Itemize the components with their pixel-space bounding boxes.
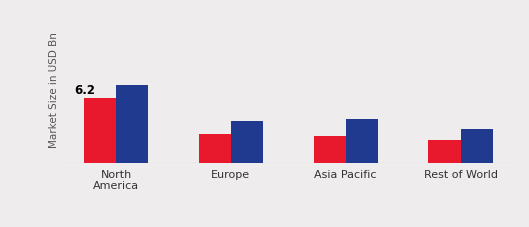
Bar (461, 130, 492, 163)
Bar (199, 134, 231, 163)
Text: 6.2: 6.2 (75, 84, 96, 96)
Bar (428, 140, 461, 163)
Bar (314, 136, 346, 163)
Bar (84, 98, 116, 163)
Bar (116, 85, 148, 163)
Legend: 2023, 2032: 2023, 2032 (228, 225, 349, 227)
Y-axis label: Market Size in USD Bn: Market Size in USD Bn (49, 32, 59, 147)
Bar (346, 119, 378, 163)
Bar (231, 121, 263, 163)
